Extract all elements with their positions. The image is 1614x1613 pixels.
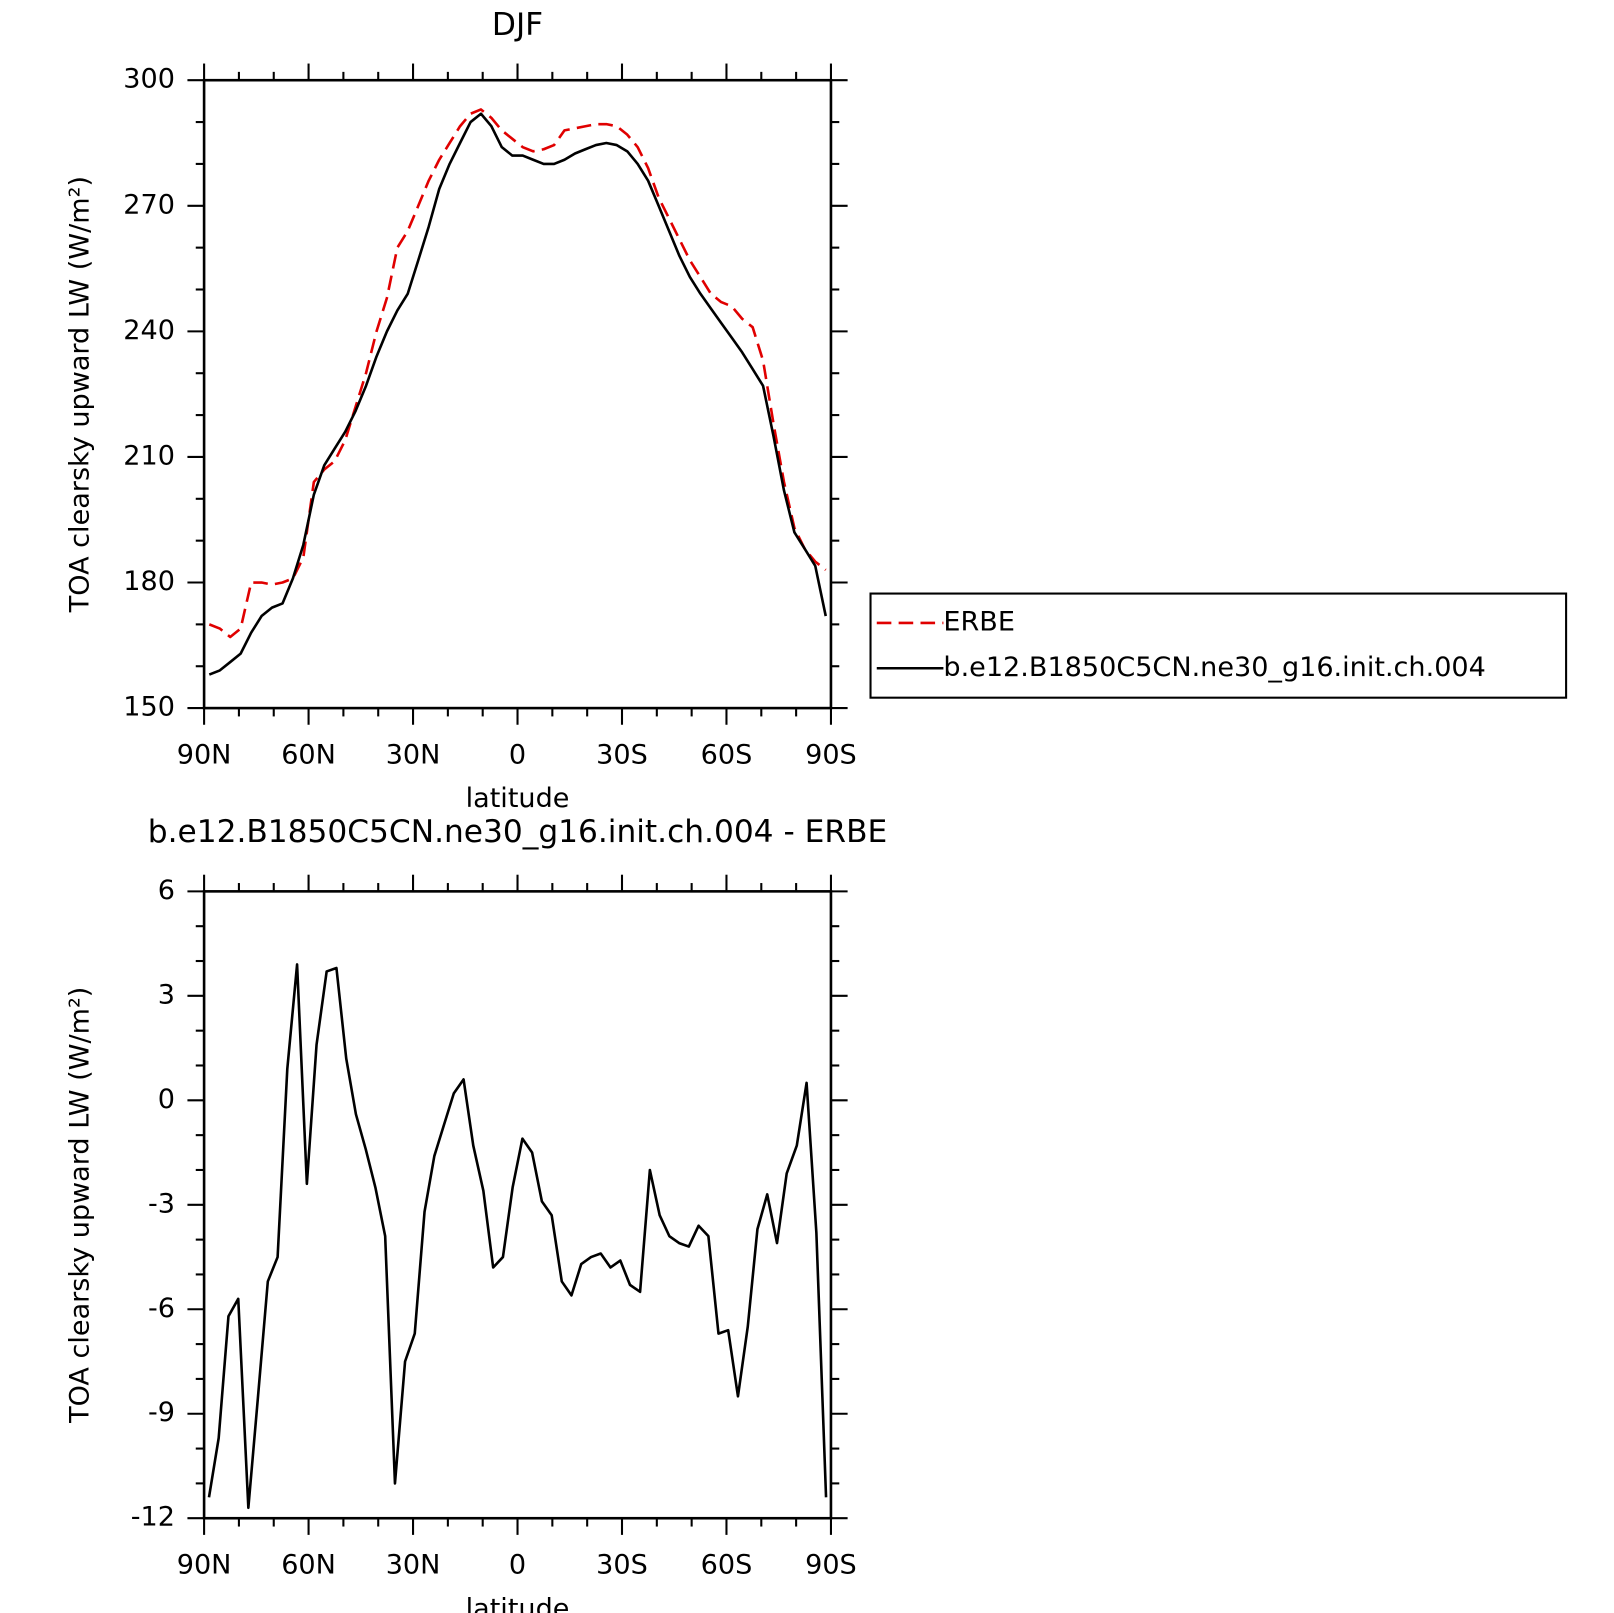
- data-line: [208, 112, 828, 676]
- x-tick-label: 60N: [281, 739, 336, 770]
- y-tick-label: 300: [123, 64, 175, 95]
- x-tick-label: 30S: [596, 739, 648, 770]
- y-tick-label: 3: [158, 979, 175, 1010]
- legend-label: ERBE: [943, 606, 1015, 637]
- x-tick-label: 90S: [805, 1550, 857, 1581]
- x-tick-label: 30N: [386, 1550, 441, 1581]
- x-axis-label: latitude: [466, 783, 570, 814]
- x-tick-label: 90N: [177, 1550, 232, 1581]
- y-tick-label: -12: [131, 1502, 175, 1533]
- x-tick-label: 0: [509, 739, 526, 770]
- x-tick-label: 90S: [805, 739, 857, 770]
- plot-frame: [202, 78, 833, 710]
- x-tick-label: 60S: [701, 1550, 753, 1581]
- y-axis-label: TOA clearsky upward LW (W/m²): [65, 176, 96, 613]
- y-tick-label: -6: [148, 1293, 175, 1324]
- legend-box: [869, 592, 1568, 699]
- y-tick-label: 270: [123, 189, 175, 220]
- data-line: [207, 963, 828, 1510]
- y-tick-label: 180: [123, 566, 175, 597]
- x-tick-label: 30N: [386, 739, 441, 770]
- legend-label: b.e12.B1850C5CN.ne30_g16.init.ch.004: [943, 652, 1485, 683]
- y-tick-label: 6: [158, 875, 175, 906]
- y-tick-label: 0: [158, 1084, 175, 1115]
- y-tick-label: 210: [123, 440, 175, 471]
- x-tick-label: 0: [509, 1550, 526, 1581]
- y-tick-label: -9: [148, 1397, 175, 1428]
- chart-title: DJF: [492, 7, 543, 43]
- y-tick-label: 240: [123, 315, 175, 346]
- data-line: [208, 108, 827, 639]
- x-tick-label: 30S: [596, 1550, 648, 1581]
- y-axis-label: TOA clearsky upward LW (W/m²): [65, 987, 96, 1424]
- x-axis-label: latitude: [466, 1593, 570, 1613]
- y-tick-label: -3: [148, 1188, 175, 1219]
- y-tick-label: 150: [123, 692, 175, 723]
- x-tick-label: 60N: [281, 1550, 336, 1581]
- chart-title: b.e12.B1850C5CN.ne30_g16.init.ch.004 - E…: [148, 814, 887, 850]
- x-tick-label: 60S: [701, 739, 753, 770]
- x-tick-label: 90N: [177, 739, 232, 770]
